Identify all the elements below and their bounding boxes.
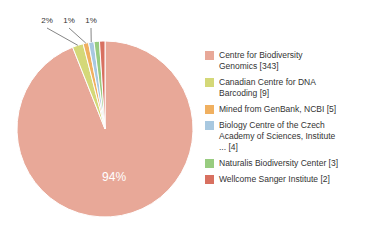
html-text:Centre for Biodiversity: Centre for Biodiversity — [219, 50, 303, 60]
svg-text:94%: 94% — [102, 170, 126, 184]
html-text:Biology Centre of the Czech: Biology Centre of the Czech — [219, 120, 325, 130]
html-text:Genomics [343]: Genomics [343] — [219, 61, 279, 71]
html-text:Barcoding [9]: Barcoding [9] — [219, 88, 270, 98]
html-text:Canadian Centre for DNA: Canadian Centre for DNA — [219, 77, 316, 87]
html-text:Wellcome Sanger Institute [2]: Wellcome Sanger Institute [2] — [219, 174, 330, 184]
html-text:Naturalis Biodiversity Center: Naturalis Biodiversity Center [3] — [219, 158, 338, 168]
svg-text:2%: 2% — [41, 16, 53, 25]
html-text:... [4]: ... [4] — [219, 142, 238, 152]
svg-text:1%: 1% — [85, 16, 97, 25]
svg-text:1%: 1% — [63, 16, 75, 25]
html-text:Academy of Sciences, Institute: Academy of Sciences, Institute — [219, 131, 336, 141]
html-text:Mined from GenBank, NCBI [5]: Mined from GenBank, NCBI [5] — [219, 104, 337, 114]
